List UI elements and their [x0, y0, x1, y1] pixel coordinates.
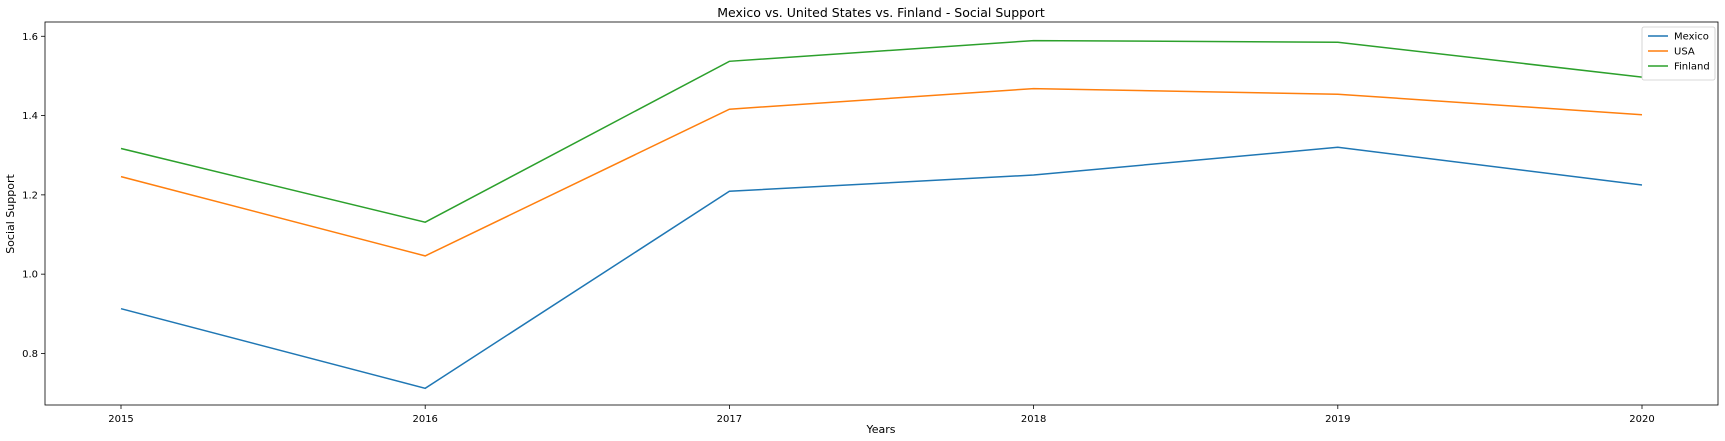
legend-label-usa: USA	[1674, 47, 1695, 58]
y-axis-label: Social Support	[4, 174, 17, 254]
series-line-usa	[120, 87, 1643, 257]
x-tick-label: 2015	[108, 414, 133, 425]
plot-area	[120, 39, 1643, 390]
series-line-mexico	[120, 146, 1643, 390]
x-tick-label: 2016	[412, 414, 437, 425]
x-tick-label: 2019	[1325, 414, 1350, 425]
x-axis: 2015 2016 2017 2018 2019 2020	[108, 405, 1655, 425]
y-tick-label: 1.2	[22, 190, 38, 201]
y-tick-label: 1.6	[22, 32, 38, 43]
x-tick-label: 2018	[1021, 414, 1046, 425]
legend-label-mexico: Mexico	[1674, 32, 1709, 43]
y-tick-label: 0.8	[22, 349, 38, 360]
y-axis: 0.8 1.0 1.2 1.4 1.6	[22, 32, 45, 360]
x-tick-label: 2020	[1629, 414, 1654, 425]
x-axis-label: Years	[865, 423, 895, 436]
plot-frame	[44, 21, 1719, 406]
y-tick-label: 1.4	[22, 111, 38, 122]
y-tick-label: 1.0	[22, 270, 38, 281]
legend: Mexico USA Finland	[1641, 26, 1716, 81]
legend-label-finland: Finland	[1674, 62, 1710, 73]
series-line-finland	[120, 39, 1643, 223]
x-tick-label: 2017	[717, 414, 742, 425]
chart-title: Mexico vs. United States vs. Finland - S…	[717, 5, 1045, 20]
